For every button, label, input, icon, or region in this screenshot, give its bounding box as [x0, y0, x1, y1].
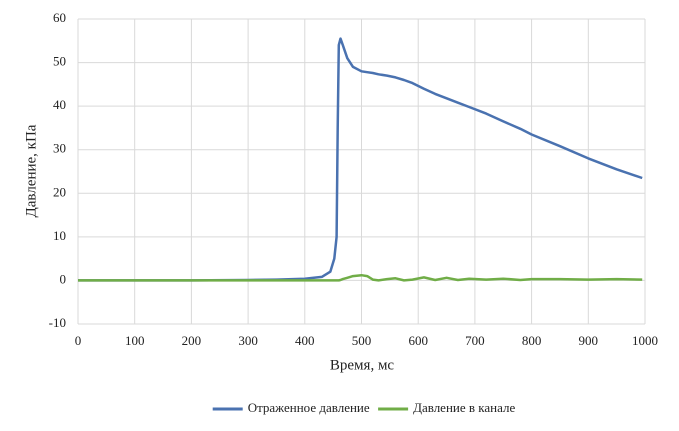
y-tick-label: -10 [49, 315, 66, 330]
legend-label: Отраженное давление [248, 400, 370, 415]
y-tick-label: 40 [53, 97, 66, 112]
x-tick-label: 500 [352, 333, 372, 348]
x-tick-label: 600 [408, 333, 428, 348]
line-series [78, 37, 643, 282]
y-tick-label: 10 [53, 228, 66, 243]
x-tick-label: 1000 [632, 333, 658, 348]
x-tick-label: 200 [182, 333, 202, 348]
y-tick-label: 20 [53, 184, 66, 199]
y-tick-label: 0 [60, 271, 67, 286]
y-axis-title: Давление, кПа [23, 124, 39, 217]
y-tick-label: 60 [53, 10, 66, 25]
x-tick-label: 300 [238, 333, 258, 348]
x-tick-label: 400 [295, 333, 315, 348]
line-series [78, 273, 643, 282]
x-tick-label: 900 [579, 333, 599, 348]
y-tick-label: 50 [53, 54, 66, 69]
x-tick-label: 800 [522, 333, 542, 348]
legend-label: Давление в канале [413, 400, 515, 415]
x-tick-label: 700 [465, 333, 485, 348]
x-tick-label: 100 [125, 333, 145, 348]
y-tick-label: 30 [53, 141, 66, 156]
x-tick-label: 0 [75, 333, 82, 348]
x-axis-title: Время, мс [330, 357, 395, 373]
